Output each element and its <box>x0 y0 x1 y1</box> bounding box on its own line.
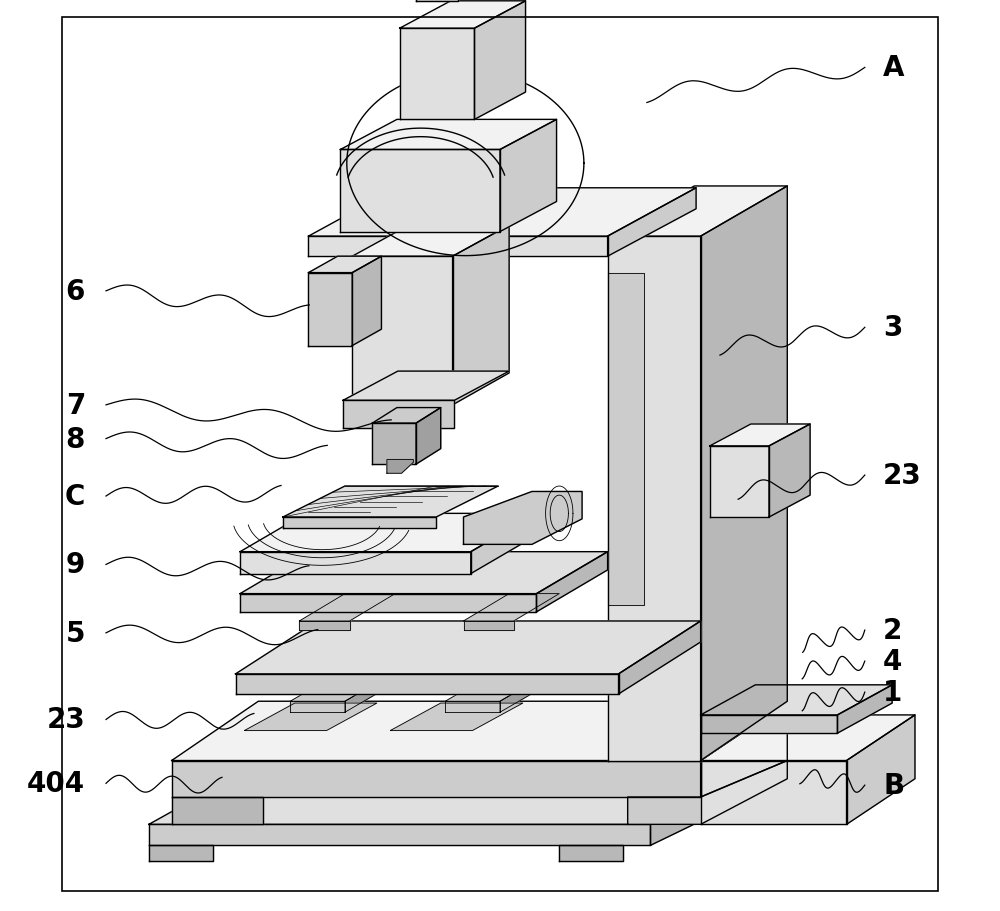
Polygon shape <box>536 552 608 612</box>
Polygon shape <box>308 257 381 273</box>
Text: 23: 23 <box>46 706 85 733</box>
Polygon shape <box>240 514 536 552</box>
Polygon shape <box>559 845 623 861</box>
Polygon shape <box>847 715 915 824</box>
Polygon shape <box>149 824 650 845</box>
Text: 7: 7 <box>66 392 85 419</box>
Text: C: C <box>65 483 85 510</box>
Polygon shape <box>701 715 915 761</box>
Polygon shape <box>240 552 608 594</box>
Polygon shape <box>236 674 619 694</box>
Text: B: B <box>883 772 904 799</box>
Polygon shape <box>283 486 498 517</box>
Polygon shape <box>308 273 352 346</box>
Polygon shape <box>471 514 536 574</box>
Polygon shape <box>701 685 892 715</box>
Text: 6: 6 <box>66 278 85 305</box>
Polygon shape <box>345 672 395 712</box>
Polygon shape <box>340 150 500 232</box>
Polygon shape <box>474 2 526 120</box>
Polygon shape <box>299 594 395 621</box>
Polygon shape <box>464 594 559 621</box>
Text: 2: 2 <box>883 617 902 644</box>
Polygon shape <box>391 703 523 731</box>
Polygon shape <box>343 401 454 428</box>
Text: 8: 8 <box>66 425 85 453</box>
Polygon shape <box>701 701 787 797</box>
Polygon shape <box>619 621 701 694</box>
Polygon shape <box>416 0 458 2</box>
Polygon shape <box>445 701 500 712</box>
Polygon shape <box>283 517 436 528</box>
Polygon shape <box>352 226 509 257</box>
Polygon shape <box>352 257 453 405</box>
Polygon shape <box>299 621 350 630</box>
Polygon shape <box>701 715 837 733</box>
Text: 23: 23 <box>883 462 922 489</box>
Polygon shape <box>172 761 701 797</box>
Polygon shape <box>608 237 701 761</box>
Polygon shape <box>172 797 263 824</box>
Polygon shape <box>308 237 608 257</box>
Polygon shape <box>710 425 810 446</box>
Polygon shape <box>701 187 787 761</box>
Polygon shape <box>500 672 550 712</box>
Polygon shape <box>343 372 509 401</box>
Text: A: A <box>883 55 905 82</box>
Polygon shape <box>149 776 737 824</box>
Polygon shape <box>650 776 737 845</box>
Text: 3: 3 <box>883 314 902 342</box>
Polygon shape <box>308 189 696 237</box>
Polygon shape <box>453 226 509 405</box>
Polygon shape <box>500 120 557 232</box>
Polygon shape <box>372 424 416 465</box>
Polygon shape <box>240 552 471 574</box>
Polygon shape <box>464 621 514 630</box>
Polygon shape <box>290 672 395 701</box>
Polygon shape <box>445 672 550 701</box>
Polygon shape <box>416 408 441 465</box>
Polygon shape <box>387 460 413 474</box>
Polygon shape <box>400 2 526 29</box>
Text: 9: 9 <box>66 551 85 578</box>
Polygon shape <box>608 187 787 237</box>
Polygon shape <box>710 446 769 517</box>
Text: 5: 5 <box>66 619 85 647</box>
Text: 4: 4 <box>883 648 902 675</box>
Polygon shape <box>245 703 377 731</box>
Polygon shape <box>240 594 536 612</box>
Polygon shape <box>290 701 345 712</box>
Polygon shape <box>149 845 213 861</box>
Polygon shape <box>608 273 644 606</box>
Polygon shape <box>172 701 787 761</box>
Polygon shape <box>464 492 582 545</box>
Polygon shape <box>769 425 810 517</box>
Polygon shape <box>628 761 787 824</box>
Polygon shape <box>236 621 701 674</box>
Polygon shape <box>400 29 474 120</box>
Text: 1: 1 <box>883 679 902 706</box>
Polygon shape <box>701 761 847 824</box>
Polygon shape <box>608 189 696 257</box>
Polygon shape <box>372 408 441 424</box>
Text: 404: 404 <box>27 770 85 797</box>
Polygon shape <box>352 257 381 346</box>
Polygon shape <box>837 685 892 733</box>
Polygon shape <box>340 120 557 150</box>
